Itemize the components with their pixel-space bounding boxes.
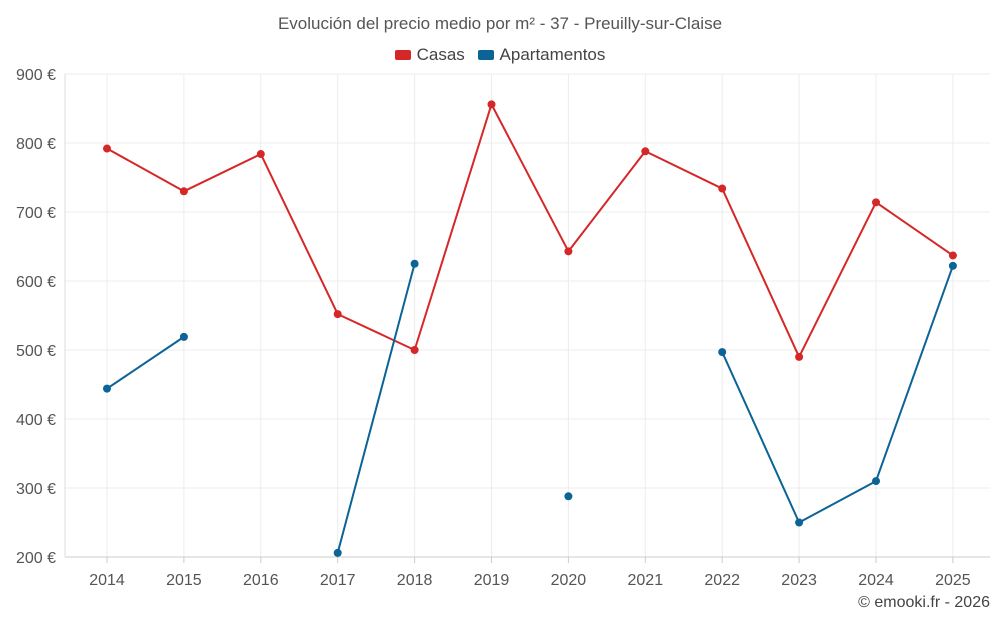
y-tick-label: 700 € (16, 205, 56, 222)
series-line-apartamentos (106, 336, 185, 390)
y-tick-label: 600 € (16, 274, 56, 291)
series-line-apartamentos (336, 263, 416, 554)
legend-item-casas[interactable]: Casas (394, 45, 465, 65)
credit-text: © emooki.fr - 2026 (858, 594, 990, 611)
chart-title: Evolución del precio medio por m² - 37 -… (277, 14, 723, 33)
data-point-casas (179, 187, 188, 196)
legend-label-casas: Casas (416, 45, 465, 64)
legend-item-apartamentos[interactable]: Apartamentos (477, 45, 606, 65)
data-point-apartamentos (333, 548, 342, 557)
y-tick-label: 800 € (16, 136, 56, 153)
x-tick-label: 2017 (320, 572, 356, 589)
x-tick-label: 2015 (166, 572, 202, 589)
y-tick-label: 300 € (16, 481, 56, 498)
y-tick-label: 400 € (16, 412, 56, 429)
data-point-apartamentos (718, 348, 727, 357)
data-point-apartamentos (103, 384, 111, 393)
series-line-casas (106, 103, 954, 358)
y-tick-label: 200 € (16, 550, 56, 567)
data-point-apartamentos (948, 261, 957, 270)
x-tick-label: 2020 (551, 572, 587, 589)
y-tick-label: 900 € (16, 67, 56, 84)
data-point-casas (872, 198, 880, 207)
legend-label-apartamentos: Apartamentos (499, 45, 606, 64)
legend: Casas Apartamentos (0, 45, 1000, 65)
data-point-casas (948, 251, 957, 260)
x-tick-label: 2024 (858, 572, 894, 589)
y-tick-label: 500 € (16, 343, 56, 360)
data-point-casas (795, 352, 804, 361)
x-tick-label: 2025 (935, 572, 971, 589)
x-tick-label: 2014 (89, 572, 125, 589)
data-point-apartamentos (872, 477, 880, 486)
data-point-apartamentos (179, 332, 188, 341)
data-point-casas (718, 184, 727, 193)
series-line-apartamentos (721, 265, 954, 524)
x-tick-label: 2019 (474, 572, 510, 589)
x-tick-label: 2022 (704, 572, 740, 589)
data-point-casas (641, 147, 650, 156)
data-point-apartamentos (410, 259, 419, 268)
data-point-apartamentos (795, 518, 804, 527)
legend-swatch-casas (394, 50, 411, 60)
data-point-casas (256, 150, 265, 159)
x-tick-label: 2023 (781, 572, 817, 589)
data-point-casas (333, 310, 342, 319)
data-point-apartamentos (564, 492, 573, 501)
data-point-casas (410, 346, 419, 354)
data-point-casas (103, 144, 111, 153)
x-tick-label: 2016 (243, 572, 279, 589)
data-point-casas (564, 247, 573, 256)
x-tick-label: 2021 (628, 572, 664, 589)
data-point-casas (487, 100, 496, 109)
x-tick-label: 2018 (397, 572, 433, 589)
legend-swatch-apartamentos (477, 50, 494, 60)
